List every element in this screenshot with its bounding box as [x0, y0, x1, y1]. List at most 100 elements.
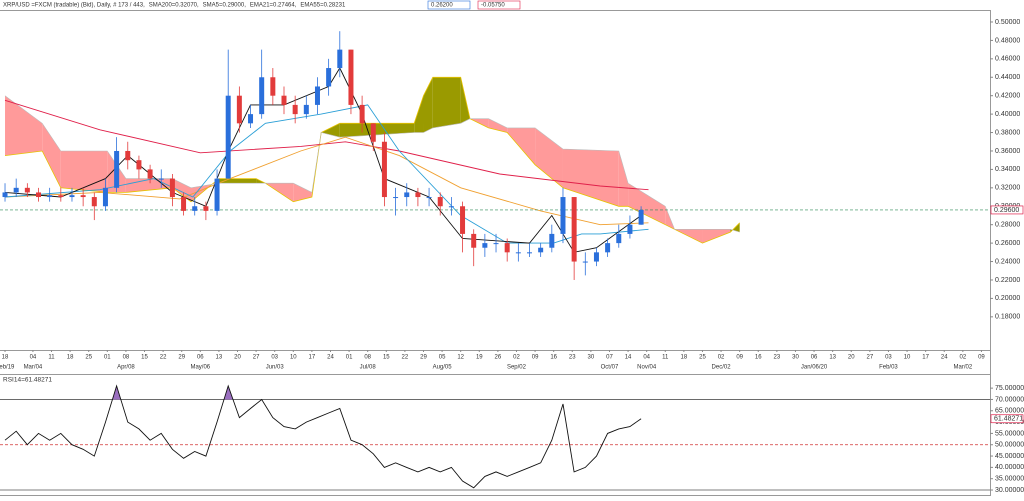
- x-tick-label: 13: [216, 355, 223, 361]
- x-tick-label: 15: [383, 355, 390, 361]
- x-tick-label: 22: [160, 355, 167, 361]
- candle-body: [136, 160, 142, 170]
- cloud-segment: [432, 77, 461, 128]
- month-label: Nov/04: [637, 365, 657, 371]
- candle-body: [169, 178, 175, 198]
- candle-body: [605, 243, 611, 253]
- cloud-segment: [339, 123, 415, 138]
- cloud-segment: [562, 149, 619, 207]
- indicator-line: [4, 67, 642, 253]
- header-text: EMA55=0.28231: [300, 3, 346, 9]
- cloud-segment: [414, 95, 424, 133]
- y-tick-label: 0.24000: [995, 258, 1020, 265]
- candle-body: [571, 197, 577, 262]
- candle-body: [303, 104, 309, 115]
- last-price-box: [990, 205, 1024, 215]
- x-tick-label: 25: [85, 355, 92, 361]
- x-tick-label: 10: [290, 355, 297, 361]
- candle-body: [214, 178, 220, 211]
- rsi-line: [4, 384, 642, 489]
- candle-body: [460, 206, 466, 234]
- x-tick-label: 24: [327, 355, 334, 361]
- x-tick-label: 01: [104, 355, 111, 361]
- x-tick-label: 29: [420, 355, 427, 361]
- candle-body: [593, 252, 599, 262]
- month-label: Jan/06/20: [801, 365, 828, 371]
- x-tick-label: 29: [178, 355, 185, 361]
- candle-body: [337, 49, 343, 69]
- candle-body: [370, 123, 376, 142]
- x-tick-label: 23: [569, 355, 576, 361]
- header-box: [427, 0, 471, 10]
- x-tick-label: 04: [643, 355, 650, 361]
- cloud-segment: [507, 127, 536, 165]
- candle-body: [627, 224, 633, 234]
- candle-body: [2, 192, 8, 198]
- x-tick-label: 10: [904, 355, 911, 361]
- candle-body: [147, 169, 153, 179]
- header-box-text: -0.05750: [481, 3, 505, 9]
- month-label: Sep/02: [507, 365, 527, 371]
- y-tick-label: 0.36000: [995, 148, 1020, 155]
- x-tick-label: 16: [755, 355, 762, 361]
- y-tick-label: 0.26000: [995, 240, 1020, 247]
- y-tick-label: 70.00000: [995, 396, 1024, 403]
- x-tick-label: 11: [48, 355, 55, 361]
- y-tick-label: 40.00000: [995, 464, 1024, 471]
- y-tick-label: 0.38000: [995, 129, 1020, 136]
- x-tick-label: 02: [718, 355, 725, 361]
- candle-body: [527, 252, 533, 254]
- candle-body: [47, 195, 53, 198]
- x-tick-label: 24: [941, 355, 948, 361]
- x-tick-label: 22: [402, 355, 409, 361]
- candle-body: [515, 252, 521, 254]
- y-tick-label: 0.40000: [995, 111, 1020, 118]
- x-tick-label: 26: [495, 355, 502, 361]
- cloud-line: [4, 76, 740, 244]
- x-tick-label: 03: [271, 355, 278, 361]
- y-tick-label: 50.00000: [995, 442, 1024, 449]
- candle-body: [426, 197, 432, 199]
- candle-body: [270, 77, 276, 96]
- candle-body: [404, 192, 410, 198]
- x-tick-label: 30: [792, 355, 799, 361]
- y-tick-label: 0.50000: [995, 19, 1020, 26]
- rsi-last-box: [990, 414, 1024, 424]
- x-tick-label: 30: [588, 355, 595, 361]
- x-tick-label: 18: [67, 355, 74, 361]
- candle-body: [326, 68, 332, 87]
- candle-body: [560, 197, 566, 234]
- y-tick-label: 0.20000: [995, 295, 1020, 302]
- month-label: Feb/19: [0, 365, 15, 371]
- header-text: SMA5=0.29000,: [203, 3, 247, 9]
- x-tick-label: 16: [550, 355, 557, 361]
- candle-body: [80, 195, 86, 198]
- x-tick-label: 17: [922, 355, 929, 361]
- candle-body: [538, 247, 544, 253]
- candle-body: [236, 95, 242, 124]
- x-tick-label: 02: [513, 355, 520, 361]
- candle-body: [91, 197, 97, 207]
- x-tick-label: 15: [141, 355, 148, 361]
- x-tick-label: 20: [234, 355, 241, 361]
- y-tick-label: 0.32000: [995, 185, 1020, 192]
- x-tick-label: 18: [681, 355, 688, 361]
- cloud-line: [4, 95, 740, 233]
- candle-body: [24, 187, 30, 193]
- candle-body: [638, 209, 644, 225]
- header-text: EMA21=0.27464,: [250, 3, 297, 9]
- month-label: Mar/02: [954, 365, 973, 371]
- y-tick-label: 0.42000: [995, 93, 1020, 100]
- candle-body: [582, 261, 588, 263]
- candle-body: [13, 187, 19, 193]
- candle-body: [58, 195, 64, 198]
- x-tick-label: 01: [346, 355, 353, 361]
- cloud-segment: [702, 229, 731, 244]
- y-tick-label: 0.18000: [995, 314, 1020, 321]
- y-tick-label: 45.00000: [995, 453, 1024, 460]
- month-label: Feb/03: [879, 365, 898, 371]
- x-tick-label: 07: [606, 355, 613, 361]
- x-tick-label: 17: [309, 355, 316, 361]
- x-tick-label: 04: [30, 355, 37, 361]
- y-tick-label: 35.00000: [995, 476, 1024, 483]
